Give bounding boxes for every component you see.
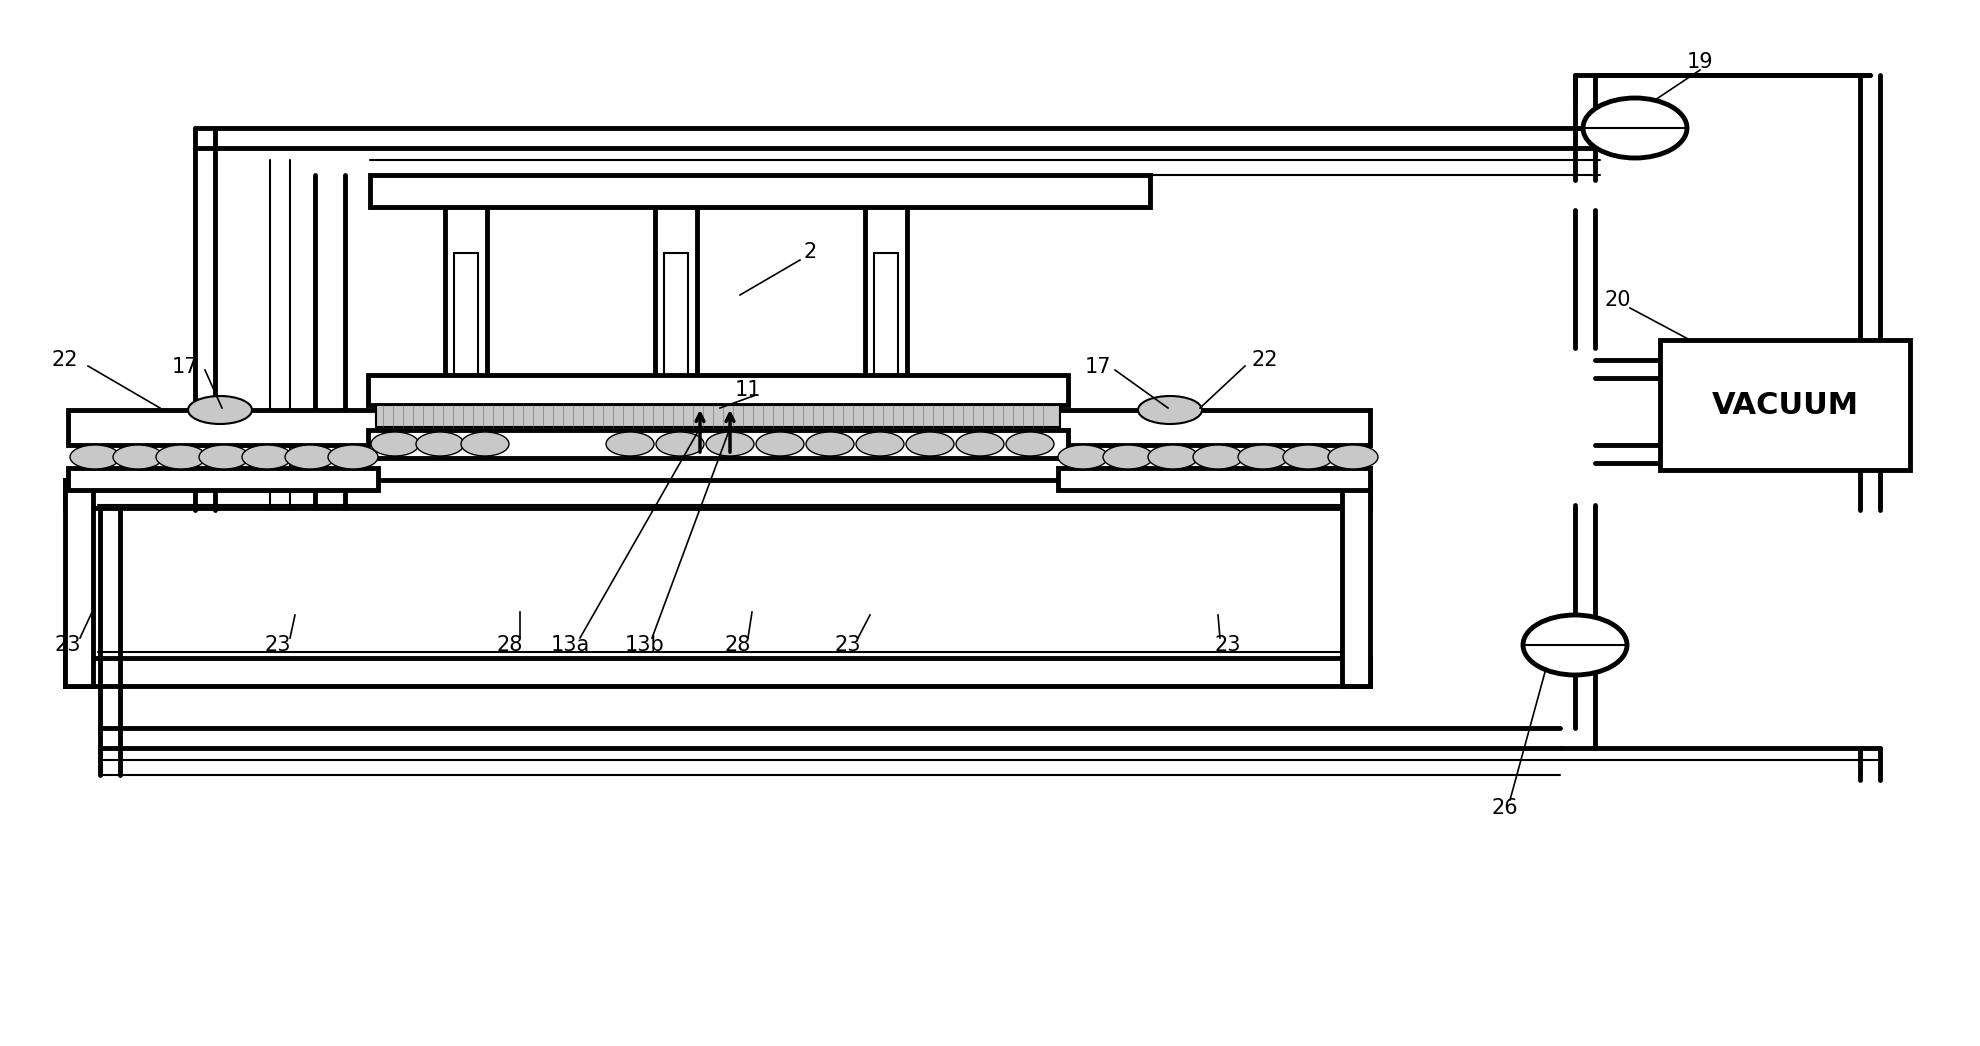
- Ellipse shape: [606, 432, 653, 456]
- Text: 17: 17: [172, 357, 198, 377]
- Bar: [65, 480, 1370, 508]
- Ellipse shape: [655, 432, 705, 456]
- Ellipse shape: [113, 445, 162, 469]
- Text: 23: 23: [55, 635, 81, 655]
- Ellipse shape: [1194, 445, 1243, 469]
- Text: 22: 22: [1251, 350, 1279, 370]
- Ellipse shape: [855, 432, 905, 456]
- Ellipse shape: [707, 432, 754, 456]
- Bar: [65, 480, 93, 686]
- Bar: [1057, 468, 1370, 490]
- Ellipse shape: [200, 445, 249, 469]
- Ellipse shape: [1138, 396, 1202, 424]
- Ellipse shape: [370, 432, 420, 456]
- Ellipse shape: [329, 445, 378, 469]
- Text: 28: 28: [725, 635, 750, 655]
- Text: 23: 23: [265, 635, 291, 655]
- Bar: [65, 658, 1370, 686]
- Ellipse shape: [907, 432, 954, 456]
- Ellipse shape: [416, 432, 463, 456]
- Ellipse shape: [156, 445, 206, 469]
- Bar: [368, 376, 1067, 405]
- Bar: [1057, 410, 1370, 445]
- Text: VACUUM: VACUUM: [1711, 390, 1859, 419]
- Text: 2: 2: [804, 242, 816, 262]
- Bar: [67, 468, 378, 490]
- Text: 19: 19: [1687, 52, 1713, 72]
- Bar: [67, 410, 378, 445]
- Ellipse shape: [69, 445, 121, 469]
- Text: 23: 23: [1216, 635, 1241, 655]
- Ellipse shape: [1582, 98, 1687, 158]
- Ellipse shape: [1057, 445, 1109, 469]
- Ellipse shape: [461, 432, 509, 456]
- Ellipse shape: [756, 432, 804, 456]
- Bar: [1659, 340, 1911, 470]
- Text: 26: 26: [1491, 798, 1519, 818]
- Ellipse shape: [285, 445, 335, 469]
- Ellipse shape: [956, 432, 1004, 456]
- Text: 28: 28: [497, 635, 523, 655]
- Ellipse shape: [806, 432, 853, 456]
- Text: 11: 11: [735, 380, 760, 400]
- Text: 22: 22: [51, 350, 79, 370]
- Ellipse shape: [242, 445, 291, 469]
- Text: 20: 20: [1604, 290, 1632, 310]
- Ellipse shape: [1238, 445, 1289, 469]
- Ellipse shape: [1006, 432, 1053, 456]
- Bar: [368, 430, 1067, 458]
- Bar: [1342, 480, 1370, 686]
- Text: 13b: 13b: [626, 635, 665, 655]
- Bar: [370, 175, 1150, 207]
- Text: 17: 17: [1085, 357, 1111, 377]
- Text: 23: 23: [836, 635, 861, 655]
- Ellipse shape: [1148, 445, 1198, 469]
- Text: 13a: 13a: [550, 635, 590, 655]
- Bar: [376, 405, 1059, 427]
- Ellipse shape: [1523, 615, 1628, 675]
- Ellipse shape: [1283, 445, 1333, 469]
- Ellipse shape: [1103, 445, 1152, 469]
- Ellipse shape: [188, 396, 251, 424]
- Ellipse shape: [1329, 445, 1378, 469]
